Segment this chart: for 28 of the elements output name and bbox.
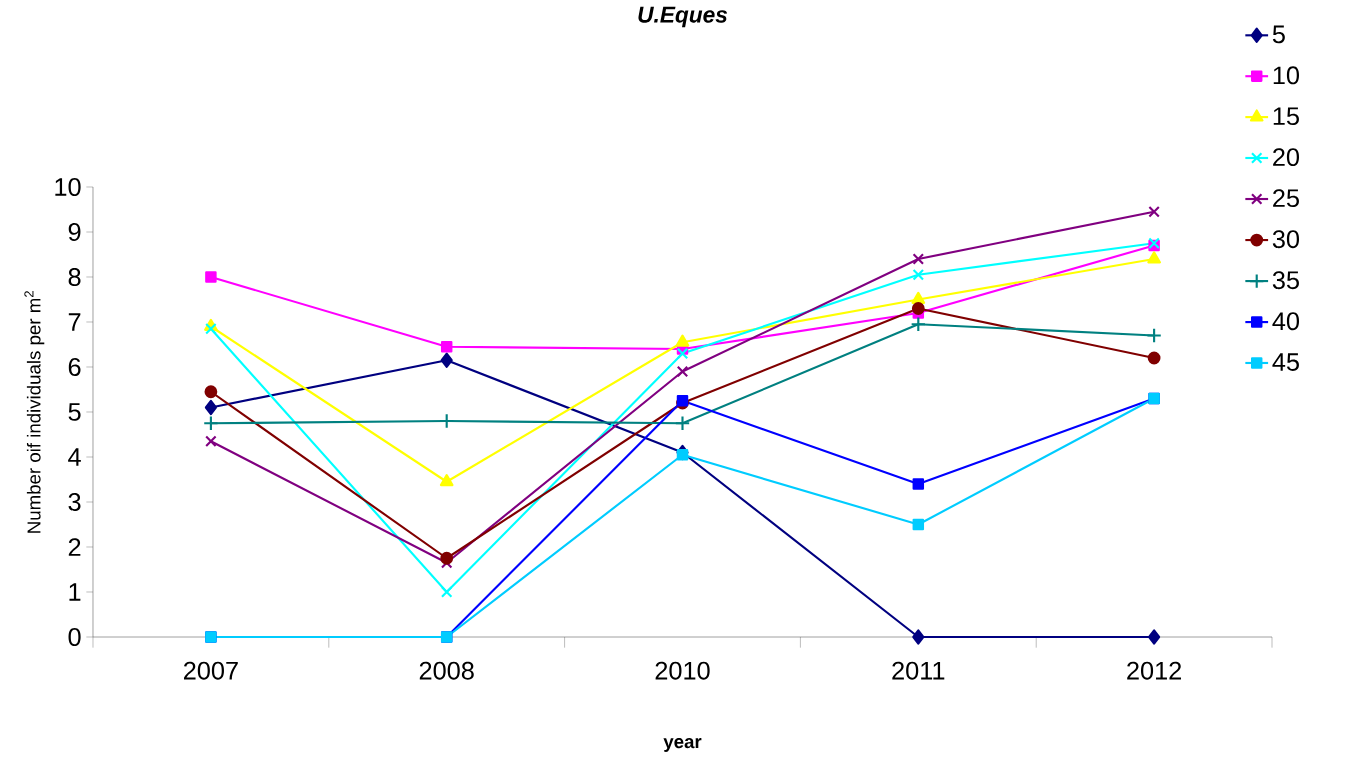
y-tick-label: 7 xyxy=(68,313,81,331)
y-axis-title: Number oif individuals per m$^{2}$ xyxy=(24,291,45,533)
legend-label: 5 xyxy=(1272,25,1285,44)
x-tick-label: 2008 xyxy=(419,661,474,680)
legend-label: 45 xyxy=(1272,353,1299,371)
legend-label: 40 xyxy=(1272,312,1300,331)
y-tick-label: 5 xyxy=(68,403,81,421)
legend-label: 20 xyxy=(1273,148,1300,167)
y-tick-label: 10 xyxy=(55,178,81,196)
x-tick-label: 2012 xyxy=(1127,661,1181,680)
x-tick-label: 2007 xyxy=(184,661,238,680)
y-tick-label: 6 xyxy=(68,358,81,376)
legend-label: 15 xyxy=(1273,107,1299,126)
legend-label: 10 xyxy=(1273,66,1300,85)
y-tick-label: 9 xyxy=(68,223,81,241)
x-tick-label: 2011 xyxy=(892,661,945,680)
legend-label: 30 xyxy=(1272,230,1300,249)
x-axis-title: year xyxy=(663,738,702,752)
y-tick-label: 8 xyxy=(68,268,81,286)
y-tick-label: 1 xyxy=(69,583,81,601)
y-tick-label: 0 xyxy=(68,628,81,646)
x-tick-label: 2010 xyxy=(655,661,710,680)
y-tick-label: 3 xyxy=(68,493,81,511)
y-tick-label: 4 xyxy=(68,448,81,466)
legend-label: 25 xyxy=(1273,189,1299,208)
y-tick-label: 2 xyxy=(68,538,81,556)
legend-label: 35 xyxy=(1272,271,1299,290)
chart-title: U.Eques xyxy=(638,6,728,28)
